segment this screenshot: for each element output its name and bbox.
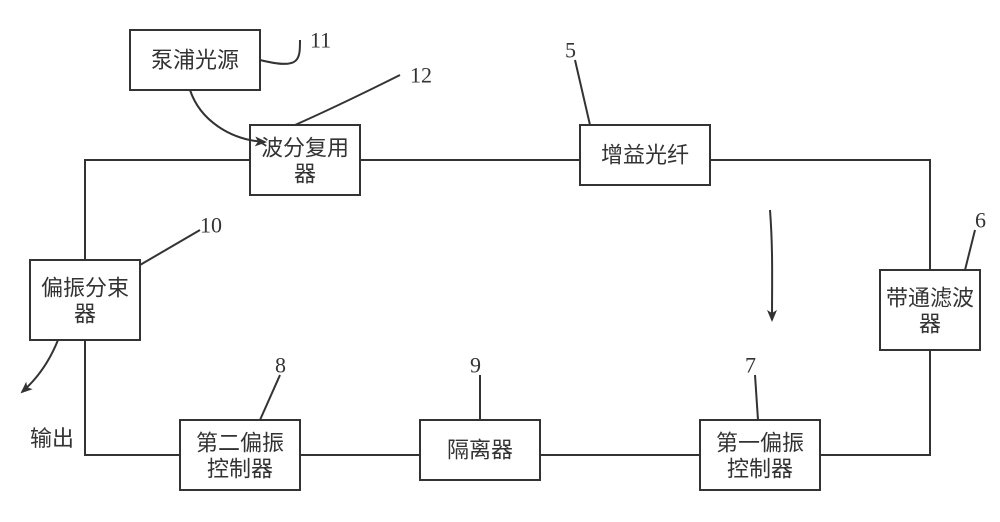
node-label-pc2-1: 第二偏振 [196, 431, 284, 456]
flow-arrow-icon [770, 210, 772, 320]
node-pc1: 第一偏振控制器 [700, 420, 820, 490]
node-pbs: 偏振分束器 [30, 260, 140, 340]
leader-8 [260, 375, 280, 420]
node-label-wdm-2: 器 [294, 162, 316, 187]
num-label-6: 6 [975, 208, 986, 233]
node-gain: 增益光纤 [580, 125, 710, 185]
leader-12 [295, 75, 400, 125]
num-label-7: 7 [745, 353, 756, 378]
node-label-iso: 隔离器 [447, 438, 513, 463]
edge-3 [820, 350, 930, 455]
leader-7 [755, 375, 758, 420]
node-label-gain: 增益光纤 [601, 143, 689, 168]
edge-0 [85, 160, 250, 260]
num-label-12: 12 [410, 63, 432, 88]
node-bpf: 带通滤波器 [880, 270, 980, 350]
node-label-bpf-1: 带通滤波 [886, 286, 974, 311]
node-label-pbs-2: 器 [74, 302, 96, 327]
edge-2 [710, 160, 930, 270]
node-iso: 隔离器 [420, 420, 540, 480]
node-label-wdm-1: 波分复用 [261, 136, 349, 161]
leader-5 [575, 60, 590, 125]
node-pump: 泵浦光源 [130, 30, 260, 90]
node-label-pc1-1: 第一偏振 [716, 431, 804, 456]
node-label-pump: 泵浦光源 [151, 48, 239, 73]
leader-6 [965, 230, 975, 270]
node-pc2: 第二偏振控制器 [180, 420, 300, 490]
node-wdm: 波分复用器 [250, 125, 360, 195]
edge-6 [85, 340, 180, 455]
leader-10 [140, 230, 200, 265]
num-label-8: 8 [275, 353, 286, 378]
output-arrow-icon [22, 340, 58, 392]
diagram-canvas: 泵浦光源波分复用器增益光纤带通滤波器第一偏振控制器隔离器第二偏振控制器偏振分束器… [0, 0, 1000, 522]
node-label-pc1-2: 控制器 [727, 457, 793, 482]
node-label-bpf-2: 器 [919, 312, 941, 337]
num-label-11: 11 [310, 28, 331, 53]
node-label-pbs-1: 偏振分束 [41, 276, 129, 301]
leader-11 [260, 40, 300, 64]
num-label-10: 10 [200, 213, 222, 238]
node-label-pc2-2: 控制器 [207, 457, 273, 482]
num-label-9: 9 [470, 353, 481, 378]
num-label-5: 5 [565, 38, 576, 63]
output-label: 输出 [30, 426, 74, 451]
